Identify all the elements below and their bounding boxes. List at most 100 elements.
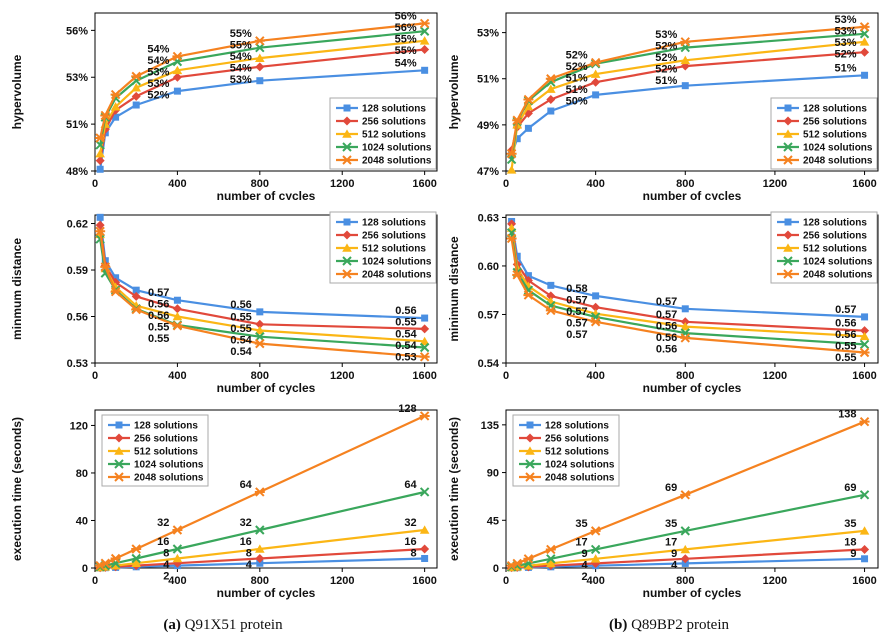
data-label: 0.55 bbox=[230, 311, 251, 323]
legend-item-512-solutions: 512 solutions bbox=[777, 243, 867, 255]
y-tick-label: 0 bbox=[493, 563, 499, 575]
data-label: 53% bbox=[655, 29, 677, 41]
legend: 128 solutions 256 solutions 512 solutions 1… bbox=[329, 211, 437, 284]
marker-square bbox=[526, 421, 534, 429]
y-tick-label: 0 bbox=[82, 563, 88, 575]
data-label: 16 bbox=[240, 536, 252, 548]
y-tick-label: 48% bbox=[66, 166, 88, 178]
legend-label: 512 solutions bbox=[803, 244, 867, 255]
legend-item-128-solutions: 128 solutions bbox=[519, 421, 609, 432]
x-axis-label: number of cycles bbox=[217, 586, 316, 600]
data-label: 0.56 bbox=[656, 320, 677, 332]
data-label: 17 bbox=[575, 536, 587, 548]
marker-asterisk bbox=[783, 269, 793, 279]
y-tick-label: 51% bbox=[477, 74, 499, 86]
marker-asterisk bbox=[172, 51, 183, 62]
marker-square bbox=[96, 165, 104, 173]
legend-label: 256 solutions bbox=[803, 231, 867, 242]
caption-a-text: Q91X51 protein bbox=[184, 617, 283, 633]
x-tick-label: 1600 bbox=[412, 575, 436, 587]
marker-triangle bbox=[590, 554, 601, 563]
legend-label: 512 solutions bbox=[362, 244, 426, 255]
marker-triangle bbox=[255, 544, 265, 553]
legend-label: 1024 solutions bbox=[545, 460, 615, 471]
marker-diamond bbox=[680, 317, 690, 327]
legend-label: 256 solutions bbox=[134, 434, 198, 445]
marker-square bbox=[784, 104, 792, 112]
figure-caption-a: (a) Q91X51 protein bbox=[0, 604, 446, 643]
data-label: 55% bbox=[230, 39, 252, 51]
data-label: 0.54 bbox=[395, 340, 417, 352]
data-label: 4 bbox=[163, 559, 170, 571]
marker-x bbox=[783, 256, 793, 266]
y-tick-label: 90 bbox=[487, 468, 499, 480]
legend-label: 1024 solutions bbox=[134, 460, 204, 471]
legend-label: 128 solutions bbox=[134, 421, 198, 432]
marker-diamond bbox=[255, 319, 265, 329]
marker-asterisk bbox=[254, 338, 265, 349]
legend-label: 128 solutions bbox=[803, 218, 867, 229]
marker-square bbox=[96, 213, 104, 221]
legend-item-128-solutions: 128 solutions bbox=[336, 104, 426, 115]
marker-square bbox=[343, 218, 351, 226]
marker-asterisk bbox=[590, 57, 601, 68]
marker-triangle bbox=[680, 55, 691, 65]
marker-triangle bbox=[680, 322, 691, 331]
x-tick-label: 1600 bbox=[852, 370, 876, 382]
data-label: 8 bbox=[163, 547, 169, 559]
x-axis-label: number of cycles bbox=[643, 381, 742, 395]
legend-label: 128 solutions bbox=[362, 218, 426, 229]
data-label: 53% bbox=[835, 14, 857, 26]
x-tick-label: 1200 bbox=[763, 370, 787, 382]
marker-square bbox=[421, 314, 429, 322]
marker-square bbox=[592, 292, 600, 300]
data-label: 56% bbox=[395, 10, 417, 22]
hypervolume-q89bp2-chart: 47% 49% 51% 53% 0 400 800 1200 1600 hypervolume nu… bbox=[447, 12, 879, 203]
x-tick-label: 800 bbox=[251, 370, 269, 382]
marker-triangle bbox=[342, 129, 352, 138]
marker-square bbox=[861, 71, 869, 79]
marker-diamond bbox=[420, 544, 430, 554]
marker-asterisk bbox=[342, 155, 352, 165]
marker-asterisk bbox=[342, 269, 352, 279]
legend-label: 512 solutions bbox=[803, 130, 867, 141]
marker-triangle bbox=[131, 83, 142, 92]
marker-triangle bbox=[342, 243, 352, 252]
marker-asterisk bbox=[680, 37, 691, 47]
marker-x bbox=[525, 459, 535, 469]
legend-item-128-solutions: 128 solutions bbox=[777, 218, 867, 229]
marker-x bbox=[95, 234, 105, 244]
data-label: 0.57 bbox=[656, 296, 677, 308]
marker-triangle bbox=[859, 37, 870, 46]
marker-asterisk bbox=[419, 411, 430, 421]
data-label: 64 bbox=[404, 479, 417, 491]
marker-diamond bbox=[95, 156, 105, 166]
y-tick-label: 80 bbox=[76, 468, 88, 480]
marker-asterisk bbox=[254, 36, 265, 46]
x-tick-label: 0 bbox=[503, 575, 509, 587]
marker-diamond bbox=[95, 220, 105, 230]
data-label: 52% bbox=[655, 52, 677, 64]
marker-x bbox=[859, 490, 870, 500]
marker-square bbox=[112, 274, 120, 282]
marker-x bbox=[114, 459, 124, 469]
data-label: 0.57 bbox=[566, 294, 587, 306]
chart-minimum-distance-q89bp2: 0.54 0.57 0.60 0.63 0 400 800 1200 1600 minimum d… bbox=[446, 200, 892, 396]
marker-triangle bbox=[523, 101, 534, 111]
data-label: 54% bbox=[147, 43, 169, 55]
data-label: 32 bbox=[157, 517, 169, 529]
legend-item-1024-solutions: 1024 solutions bbox=[519, 459, 615, 471]
marker-square bbox=[132, 286, 140, 294]
x-tick-label: 0 bbox=[92, 370, 98, 382]
marker-triangle bbox=[419, 525, 430, 534]
y-tick-label: 53% bbox=[66, 72, 88, 84]
data-label: 51% bbox=[566, 84, 588, 96]
data-label: 53% bbox=[147, 66, 169, 78]
data-label: 35 bbox=[575, 518, 587, 530]
data-label: 0.56 bbox=[835, 318, 856, 330]
figure-caption-b: (b) Q89BP2 protein bbox=[446, 604, 892, 643]
legend-item-1024-solutions: 1024 solutions bbox=[336, 256, 432, 268]
marker-diamond bbox=[172, 304, 182, 314]
data-label: 128 bbox=[398, 403, 416, 415]
